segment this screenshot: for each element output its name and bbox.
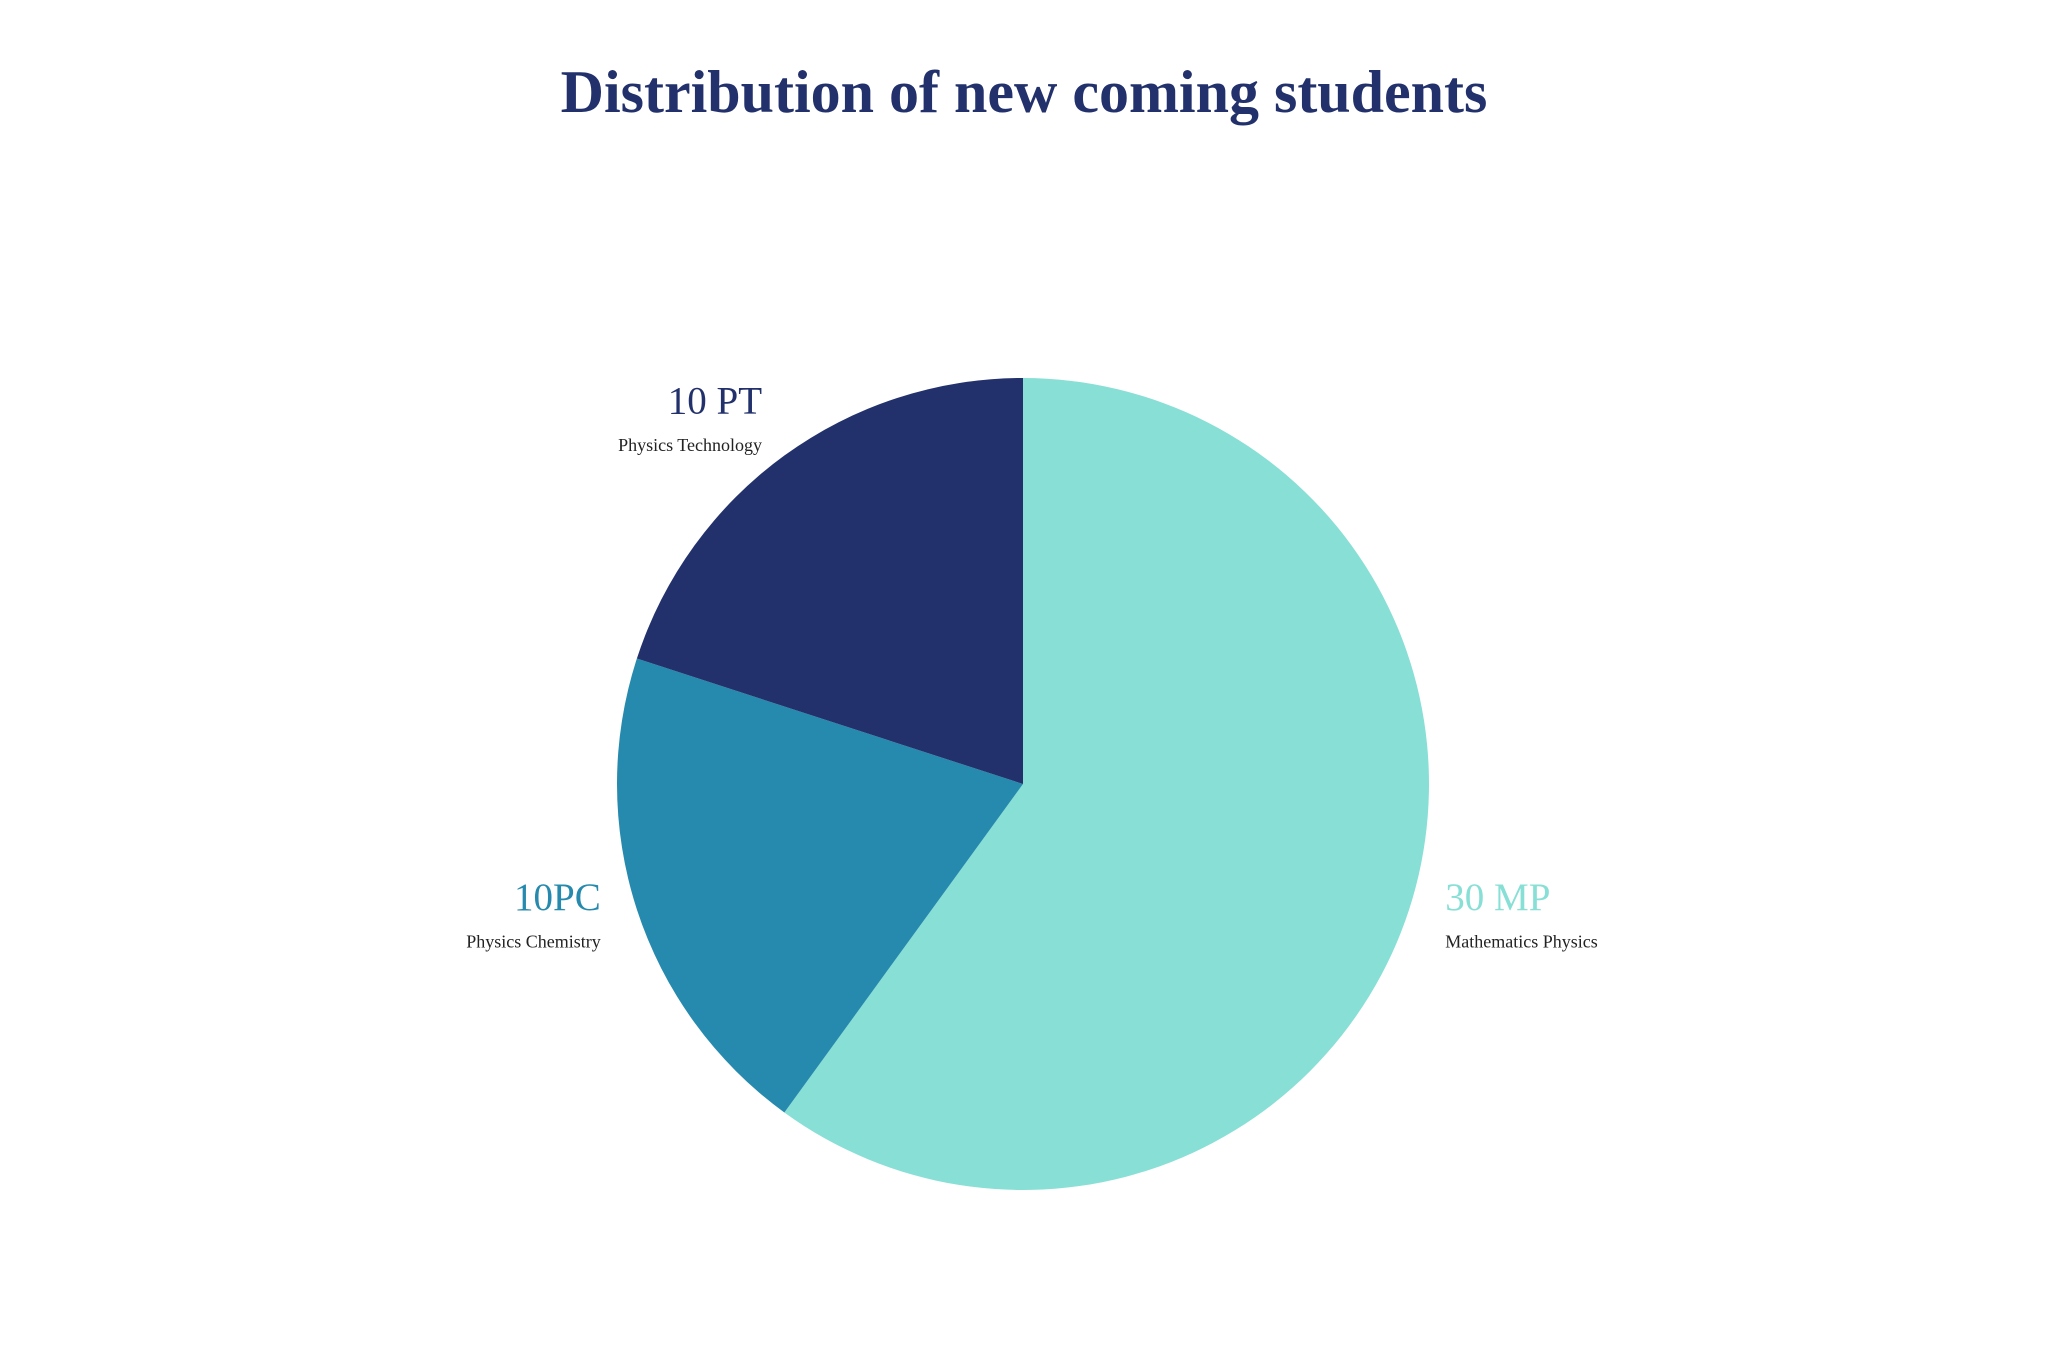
pie-slice <box>617 658 1023 1113</box>
category-label: Physics Technology <box>618 435 762 455</box>
category-label: Physics Chemistry <box>466 931 601 951</box>
pie-slice <box>784 378 1429 1190</box>
category-label: Mathematics Physics <box>1445 931 1597 951</box>
chart-title: Distribution of new coming students <box>561 59 1488 125</box>
pie-slice <box>636 378 1023 784</box>
data-label: 30 MP <box>1445 876 1550 919</box>
data-label: 10PC <box>514 876 601 919</box>
data-label: 10 PT <box>668 380 762 423</box>
